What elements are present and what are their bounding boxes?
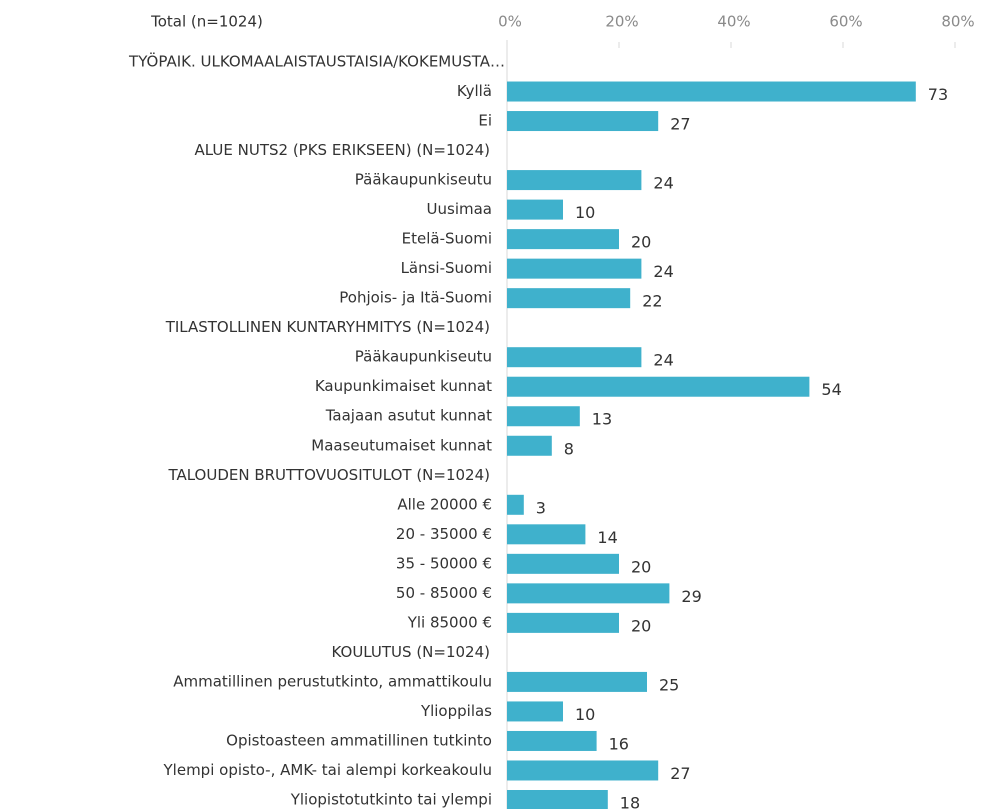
y-tick-label: Kyllä	[457, 82, 492, 100]
value-label: 10	[575, 203, 595, 222]
value-label: 29	[681, 587, 701, 606]
bar	[507, 229, 619, 250]
value-label: 3	[536, 498, 546, 517]
bar	[507, 347, 642, 368]
y-tick-label: Yliopistotutkinto tai ylempi	[290, 791, 492, 809]
y-tick-label: Ylioppilas	[420, 702, 492, 720]
bar	[507, 406, 580, 427]
value-label: 27	[670, 115, 690, 134]
y-tick-label: Opistoasteen ammatillinen tutkinto	[226, 731, 492, 749]
bar	[507, 760, 659, 781]
chart-title: Total (n=1024)	[150, 13, 263, 31]
y-tick-label: Uusimaa	[427, 200, 492, 218]
value-label: 16	[609, 734, 629, 753]
y-tick-label: 20 - 35000 €	[396, 525, 492, 543]
value-label: 24	[653, 174, 673, 193]
y-tick-label: Länsi-Suomi	[401, 259, 492, 277]
bar	[507, 553, 619, 574]
value-label: 8	[564, 439, 574, 458]
group-header: TYÖPAIK. ULKOMAALAISTAUSTAISIA/KOKEMUSTA…	[128, 52, 505, 71]
value-label: 73	[928, 85, 948, 104]
value-label: 18	[620, 794, 640, 809]
y-tick-label: Pääkaupunkiseutu	[355, 348, 492, 366]
value-label: 10	[575, 705, 595, 724]
y-tick-label: Etelä-Suomi	[402, 230, 492, 248]
y-tick-label: 35 - 50000 €	[396, 554, 492, 572]
bar	[507, 435, 552, 456]
value-label: 27	[670, 764, 690, 783]
bar	[507, 288, 631, 309]
x-tick-label: 80%	[941, 13, 974, 31]
bar	[507, 170, 642, 191]
group-header: TALOUDEN BRUTTOVUOSITULOT (N=1024)	[167, 466, 490, 484]
value-label: 14	[597, 528, 617, 547]
group-header: TILASTOLLINEN KUNTARYHMITYS (N=1024)	[165, 318, 490, 336]
x-tick-label: 0%	[498, 13, 522, 31]
y-tick-label: Kaupunkimaiset kunnat	[315, 377, 492, 395]
value-label: 20	[631, 616, 651, 635]
bar	[507, 376, 810, 397]
bar	[507, 671, 647, 692]
y-tick-label: Maaseutumaiset kunnat	[311, 436, 492, 454]
value-label: 54	[821, 380, 841, 399]
y-tick-label: Ei	[478, 112, 492, 130]
group-header: ALUE NUTS2 (PKS ERIKSEEN) (N=1024)	[195, 141, 490, 159]
bar	[507, 111, 659, 132]
bar	[507, 81, 916, 102]
y-tick-label: Alle 20000 €	[397, 495, 492, 513]
bar	[507, 524, 586, 545]
value-label: 22	[642, 292, 662, 311]
bar	[507, 790, 608, 809]
y-tick-label: Pohjois- ja Itä-Suomi	[339, 289, 492, 307]
bar	[507, 612, 619, 633]
value-label: 20	[631, 557, 651, 576]
y-tick-label: Taajaan asutut kunnat	[325, 407, 492, 425]
x-tick-label: 20%	[605, 13, 638, 31]
bar	[507, 258, 642, 279]
y-tick-label: Ylempi opisto-, AMK- tai alempi korkeako…	[163, 761, 492, 779]
bar	[507, 730, 597, 751]
bar	[507, 701, 563, 722]
y-tick-label: 50 - 85000 €	[396, 584, 492, 602]
bar	[507, 199, 563, 220]
x-tick-label: 60%	[829, 13, 862, 31]
group-header: KOULUTUS (N=1024)	[332, 643, 491, 661]
y-tick-label: Ammatillinen perustutkinto, ammattikoulu	[173, 672, 492, 690]
x-tick-label: 40%	[717, 13, 750, 31]
bar	[507, 583, 670, 604]
y-tick-label: Yli 85000 €	[407, 613, 492, 631]
value-label: 24	[653, 351, 673, 370]
value-label: 13	[592, 410, 612, 429]
value-label: 20	[631, 233, 651, 252]
y-tick-label: Pääkaupunkiseutu	[355, 171, 492, 189]
value-label: 24	[653, 262, 673, 281]
value-label: 25	[659, 675, 679, 694]
bar	[507, 494, 524, 515]
